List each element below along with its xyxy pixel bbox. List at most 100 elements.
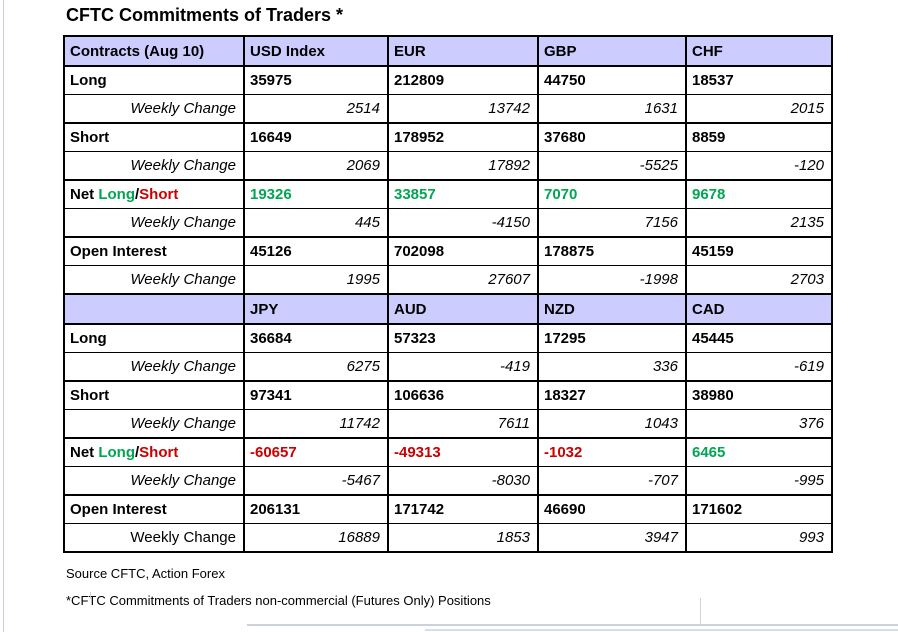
- table-row: Open Interest 45126 702098 178875 45159: [63, 236, 833, 266]
- cell-value: 178952: [387, 122, 539, 152]
- cell-value: 1043: [537, 409, 687, 438]
- cell-value: 212809: [387, 65, 539, 95]
- cell-value: 17295: [537, 323, 687, 353]
- column-header: CAD: [685, 293, 833, 325]
- row-label: Short: [63, 380, 245, 410]
- column-header: USD Index: [243, 35, 389, 67]
- cell-value: 7611: [387, 409, 539, 438]
- cell-value: 6465: [685, 437, 833, 467]
- cell-value: -619: [685, 352, 833, 381]
- spreadsheet-grid-line: [700, 598, 701, 625]
- table-row: Weekly Change 2514 13742 1631 2015: [63, 94, 833, 123]
- cell-value: -5525: [537, 151, 687, 180]
- cell-value: 2703: [685, 265, 833, 294]
- column-header: GBP: [537, 35, 687, 67]
- cot-table-body: Contracts (Aug 10) USD Index EUR GBP CHF Long…: [63, 35, 833, 552]
- cell-value: 19326: [243, 179, 389, 209]
- source-note: Source CFTC, Action Forex: [66, 566, 225, 581]
- table-row: Weekly Change 16889 1853 3947 993: [63, 523, 833, 552]
- cell-value: 206131: [243, 494, 389, 524]
- cell-value: 11742: [243, 409, 389, 438]
- table-row: Long 36684 57323 17295 45445: [63, 323, 833, 353]
- cell-value: 336: [537, 352, 687, 381]
- table-row: Weekly Change 11742 7611 1043 376: [63, 409, 833, 438]
- table-row: Net Long/Short -60657 -49313 -1032 6465: [63, 437, 833, 467]
- footnote: *CFTC Commitments of Traders non-commerc…: [66, 593, 491, 608]
- table-row: Weekly Change -5467 -8030 -707 -995: [63, 466, 833, 495]
- table-row: Net Long/Short 19326 33857 7070 9678: [63, 179, 833, 209]
- cell-value: 97341: [243, 380, 389, 410]
- cell-value: 18327: [537, 380, 687, 410]
- spreadsheet-grid-line: [90, 592, 91, 599]
- cot-table: Contracts (Aug 10) USD Index EUR GBP CHF Long…: [63, 35, 833, 553]
- row-label: Long: [63, 323, 245, 353]
- section-header-row: Contracts (Aug 10) USD Index EUR GBP CHF: [63, 35, 833, 67]
- row-label: Weekly Change: [63, 151, 245, 180]
- cell-value: -120: [685, 151, 833, 180]
- cell-value: 2135: [685, 208, 833, 237]
- cell-value: 171742: [387, 494, 539, 524]
- row-label: Weekly Change: [63, 409, 245, 438]
- cell-value: 38980: [685, 380, 833, 410]
- row-label-part: Short: [139, 186, 179, 203]
- table-row: Weekly Change 1995 27607 -1998 2703: [63, 265, 833, 294]
- column-header: [63, 293, 245, 325]
- cell-value: 8859: [685, 122, 833, 152]
- cell-value: -5467: [243, 466, 389, 495]
- row-label: Short: [63, 122, 245, 152]
- window-edge-line: [3, 0, 4, 632]
- cell-value: 45445: [685, 323, 833, 353]
- row-label: Net Long/Short: [63, 437, 245, 467]
- cell-value: 35975: [243, 65, 389, 95]
- cell-value: 3947: [537, 523, 687, 552]
- cell-value: -49313: [387, 437, 539, 467]
- column-header: JPY: [243, 293, 389, 325]
- row-label: Weekly Change: [63, 208, 245, 237]
- cell-value: 57323: [387, 323, 539, 353]
- cell-value: 18537: [685, 65, 833, 95]
- cell-value: 2069: [243, 151, 389, 180]
- cell-value: 36684: [243, 323, 389, 353]
- column-header: Contracts (Aug 10): [63, 35, 245, 67]
- cell-value: 171602: [685, 494, 833, 524]
- table-row: Short 97341 106636 18327 38980: [63, 380, 833, 410]
- row-label: Weekly Change: [63, 523, 245, 552]
- cell-value: 445: [243, 208, 389, 237]
- cell-value: 45159: [685, 236, 833, 266]
- cell-value: 106636: [387, 380, 539, 410]
- cell-value: 2015: [685, 94, 833, 123]
- cell-value: 178875: [537, 236, 687, 266]
- cell-value: 17892: [387, 151, 539, 180]
- table-row: Weekly Change 2069 17892 -5525 -120: [63, 151, 833, 180]
- row-label-part: Short: [139, 444, 179, 461]
- cell-value: 37680: [537, 122, 687, 152]
- row-label: Weekly Change: [63, 94, 245, 123]
- row-label-part: Net: [70, 444, 99, 461]
- cell-value: -60657: [243, 437, 389, 467]
- row-label: Open Interest: [63, 236, 245, 266]
- row-label: Long: [63, 65, 245, 95]
- cell-value: 9678: [685, 179, 833, 209]
- cell-value: 993: [685, 523, 833, 552]
- cell-value: 46690: [537, 494, 687, 524]
- row-label: Weekly Change: [63, 265, 245, 294]
- column-header: NZD: [537, 293, 687, 325]
- row-label-part: /: [135, 444, 140, 461]
- spreadsheet-grid-line: [425, 629, 898, 631]
- cell-value: -1032: [537, 437, 687, 467]
- cell-value: 13742: [387, 94, 539, 123]
- cell-value: 45126: [243, 236, 389, 266]
- cell-value: 1631: [537, 94, 687, 123]
- row-label: Open Interest: [63, 494, 245, 524]
- cell-value: 1853: [387, 523, 539, 552]
- row-label: Weekly Change: [63, 352, 245, 381]
- cell-value: 33857: [387, 179, 539, 209]
- cell-value: -4150: [387, 208, 539, 237]
- row-label-part: Net: [70, 186, 99, 203]
- row-label-part: Long: [98, 444, 135, 461]
- cell-value: 44750: [537, 65, 687, 95]
- cell-value: 16649: [243, 122, 389, 152]
- cell-value: -995: [685, 466, 833, 495]
- table-row: Weekly Change 445 -4150 7156 2135: [63, 208, 833, 237]
- table-row: Short 16649 178952 37680 8859: [63, 122, 833, 152]
